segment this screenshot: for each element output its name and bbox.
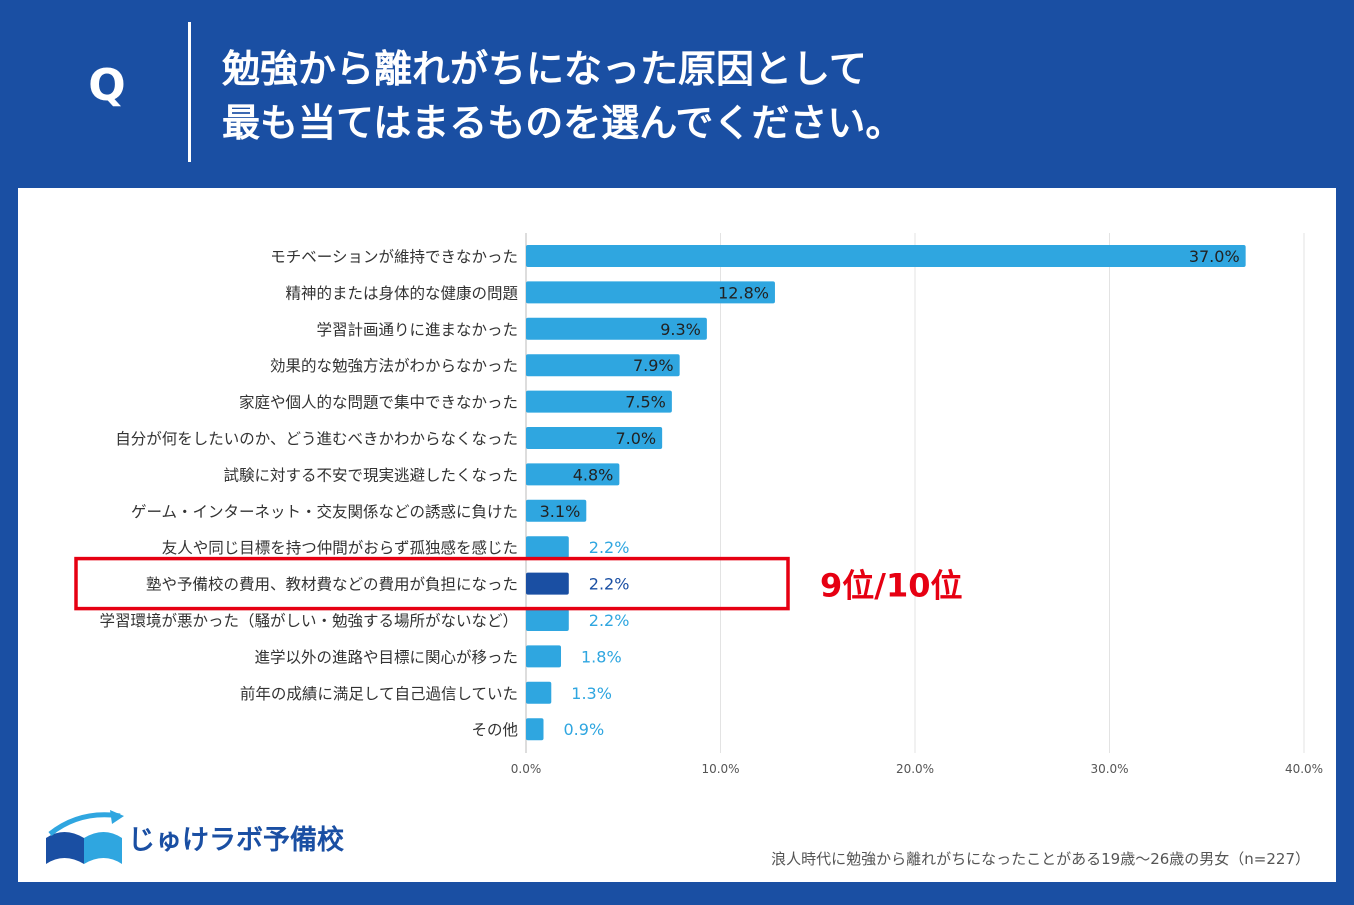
category-label: 精神的または身体的な健康の問題 (285, 284, 518, 302)
x-tick-label: 0.0% (511, 762, 542, 776)
value-label: 12.8% (718, 283, 769, 302)
value-label: 7.9% (633, 356, 674, 375)
bar-chart: 0.0% 10.0% 20.0% 30.0% 40.0% モチベーションが維持できなかった… (74, 233, 1323, 776)
bar (526, 499, 587, 522)
category-label: 家庭や個人的な問題で集中できなかった (239, 394, 518, 412)
value-label: 2.2% (589, 575, 630, 594)
category-label: 学習環境が悪かった（騒がしい・勉強する場所がないなど） (99, 611, 518, 630)
x-tick-label: 10.0% (701, 762, 739, 776)
x-tick-label: 20.0% (896, 762, 934, 776)
bar (526, 427, 663, 449)
bar (526, 681, 552, 704)
rank-annotation: 9位/10位 (820, 567, 963, 605)
category-label: 自分が何をしたいのか、どう進むべきかわからなくなった (115, 430, 518, 448)
category-label: 塾や予備校の費用、教材費などの費用が負担になった (146, 576, 518, 594)
value-label: 1.8% (581, 647, 622, 666)
bar (526, 536, 569, 559)
sample-note: 浪人時代に勉強から離れがちになったことがある19歳〜26歳の男女（n=227） (771, 850, 1310, 868)
category-label: 試験に対する不安で現実逃避したくなった (223, 466, 518, 484)
value-label: 9.3% (660, 320, 701, 339)
question-text: 勉強から離れがちになった原因として 最も当てはまるものを選んでください。 (222, 42, 903, 150)
category-label: 進学以外の進路や目標に関心が移った (254, 648, 518, 666)
value-label: 2.2% (589, 611, 630, 630)
value-label: 37.0% (1189, 247, 1240, 266)
value-label: 2.2% (589, 538, 630, 557)
category-label: 効果的な勉強方法がわからなかった (270, 357, 518, 375)
category-label: 学習計画通りに進まなかった (316, 321, 518, 339)
value-label: 7.0% (615, 429, 656, 448)
bar (526, 609, 569, 631)
question-line-1: 勉強から離れがちになった原因として (222, 47, 867, 91)
book-logo-icon (46, 810, 124, 864)
bar (526, 390, 672, 413)
bar (526, 317, 707, 340)
value-label: 0.9% (564, 720, 605, 739)
category-label: 友人や同じ目標を持つ仲間がおらず孤独感を感じた (162, 539, 518, 557)
bar (526, 354, 680, 377)
category-label: その他 (471, 721, 518, 739)
logo: じゅけラボ予備校 (40, 808, 370, 868)
bar (526, 645, 562, 668)
category-label: 前年の成績に満足して自己過信していた (240, 685, 518, 703)
bar (526, 245, 1246, 267)
value-label: 3.1% (540, 502, 581, 521)
question-line-2: 最も当てはまるものを選んでください。 (222, 101, 904, 145)
bar (526, 718, 544, 741)
category-label: モチベーションが維持できなかった (270, 248, 518, 266)
highlight-box (74, 556, 790, 611)
header-divider (188, 22, 191, 162)
x-tick-label: 40.0% (1285, 762, 1323, 776)
bar (526, 281, 775, 304)
header: Q 勉強から離れがちになった原因として 最も当てはまるものを選んでください。 (0, 0, 1354, 190)
category-label: ゲーム・インターネット・交友関係などの誘惑に負けた (131, 503, 518, 521)
value-label: 1.3% (571, 684, 612, 703)
logo-text: じゅけラボ予備校 (128, 825, 344, 856)
bar (526, 572, 569, 595)
bar (526, 463, 620, 486)
value-label: 4.8% (573, 465, 614, 484)
x-tick-label: 30.0% (1090, 762, 1128, 776)
chart-panel: 0.0% 10.0% 20.0% 30.0% 40.0% モチベーションが維持できなかった… (18, 188, 1336, 882)
value-label: 7.5% (625, 393, 666, 412)
question-label: Q (88, 60, 126, 111)
